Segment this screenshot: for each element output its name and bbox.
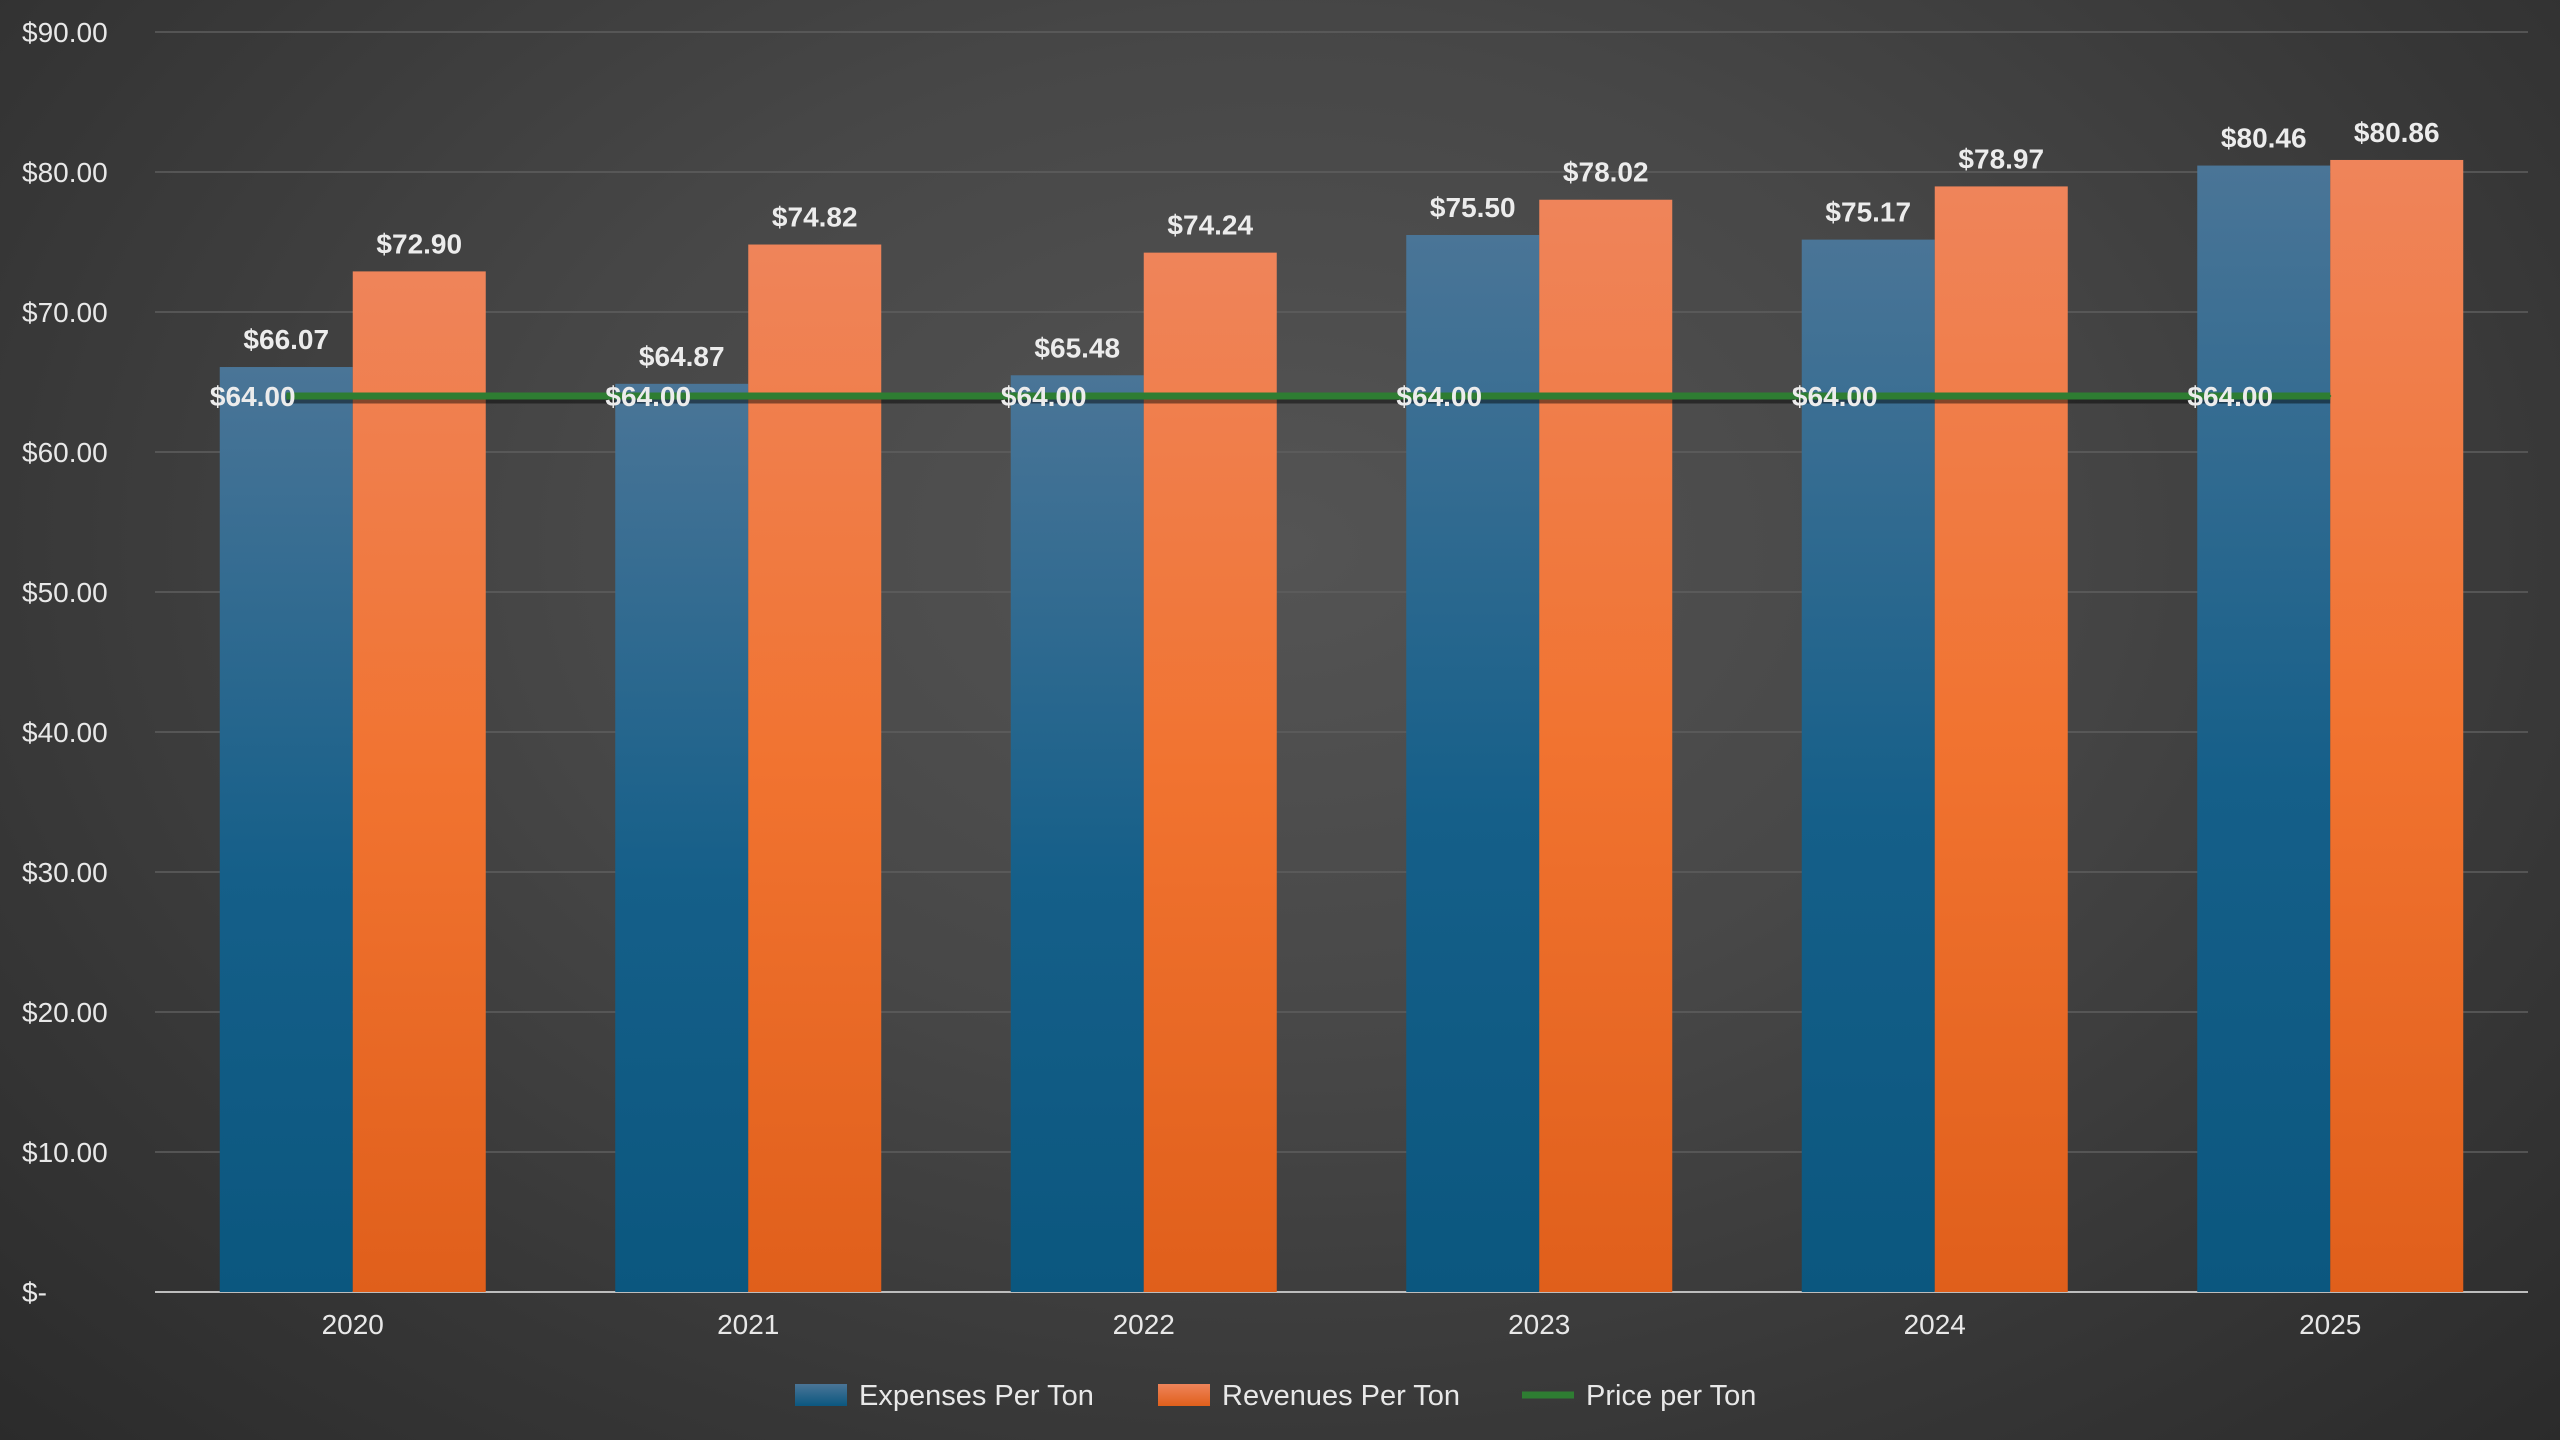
bar-revenues-2021	[748, 244, 882, 1292]
bar-revenues-2023	[1539, 199, 1673, 1293]
bar-revenues-2024	[1934, 186, 2068, 1292]
data-label-price-2024: $64.00	[1792, 381, 1878, 412]
data-label-revenues-2023: $78.02	[1563, 157, 1649, 188]
data-label-expenses-2022: $65.48	[1034, 332, 1120, 363]
y-tick-label: $60.00	[22, 437, 108, 468]
data-label-price-2020: $64.00	[210, 381, 296, 412]
y-axis-tick-labels: $- $10.00 $20.00 $30.00 $40.00 $50.00 $60.00 $7…	[22, 17, 108, 1308]
data-label-expenses-2023: $75.50	[1430, 192, 1516, 223]
data-label-revenues-2022: $74.24	[1167, 210, 1253, 241]
y-tick-label: $90.00	[22, 17, 108, 48]
x-tick-label-2020: 2020	[322, 1309, 384, 1340]
data-label-price-2021: $64.00	[605, 381, 691, 412]
legend: Expenses Per Ton Revenues Per Ton Price pe…	[795, 1380, 1756, 1412]
data-label-price-2025: $64.00	[2187, 381, 2273, 412]
gridlines	[155, 31, 2528, 1293]
bar-revenues-2020	[352, 271, 486, 1292]
x-tick-label-2022: 2022	[1113, 1309, 1175, 1340]
bar-expenses-2020	[219, 367, 353, 1292]
data-labels: $66.07 $72.90 $64.87 $74.82 $65.48 $74.24 $75.…	[210, 117, 2440, 412]
bar-expenses-2024	[1801, 239, 1935, 1292]
y-tick-label: $-	[22, 1277, 47, 1308]
bars	[219, 159, 2464, 1293]
y-tick-label: $70.00	[22, 297, 108, 328]
bar-revenues-2022	[1143, 252, 1277, 1292]
bar-expenses-2025	[2197, 165, 2331, 1292]
x-tick-label-2025: 2025	[2299, 1309, 2361, 1340]
data-label-revenues-2020: $72.90	[376, 228, 462, 259]
data-label-revenues-2021: $74.82	[772, 202, 858, 233]
price-point-2024	[1933, 395, 1936, 397]
data-label-revenues-2025: $80.86	[2354, 117, 2440, 148]
x-axis-tick-labels: 2020 2021 2022 2023 2024 2025	[322, 1309, 2362, 1340]
legend-swatch-expenses-per-ton	[795, 1384, 847, 1406]
data-label-expenses-2020: $66.07	[243, 324, 329, 355]
x-tick-label-2021: 2021	[717, 1309, 779, 1340]
y-tick-label: $50.00	[22, 577, 108, 608]
price-point-2022	[1142, 395, 1145, 397]
bar-expenses-2022	[1010, 375, 1144, 1292]
legend-label-revenues-per-ton: Revenues Per Ton	[1222, 1380, 1460, 1412]
legend-swatch-revenues-per-ton	[1158, 1384, 1210, 1406]
data-label-expenses-2025: $80.46	[2221, 123, 2307, 154]
y-tick-label: $80.00	[22, 157, 108, 188]
price-point-2023	[1538, 395, 1541, 397]
data-label-expenses-2021: $64.87	[639, 341, 725, 372]
data-label-expenses-2024: $75.17	[1825, 197, 1911, 228]
x-tick-label-2023: 2023	[1508, 1309, 1570, 1340]
bar-expenses-2021	[615, 383, 749, 1292]
data-label-revenues-2024: $78.97	[1958, 143, 2044, 174]
y-tick-label: $20.00	[22, 997, 108, 1028]
data-label-price-2023: $64.00	[1396, 381, 1482, 412]
price-point-2021	[747, 395, 750, 397]
price-line-layer	[286, 392, 2332, 404]
bar-expenses-2023	[1406, 235, 1540, 1292]
y-tick-label: $30.00	[22, 857, 108, 888]
y-tick-label: $10.00	[22, 1137, 108, 1168]
data-label-price-2022: $64.00	[1001, 381, 1087, 412]
price-point-2020	[351, 395, 354, 397]
bar-revenues-2025	[2330, 159, 2464, 1293]
legend-label-price-per-ton: Price per Ton	[1586, 1380, 1756, 1412]
y-tick-label: $40.00	[22, 717, 108, 748]
x-tick-label-2024: 2024	[1904, 1309, 1966, 1340]
price-point-2025	[2329, 395, 2332, 397]
legend-label-expenses-per-ton: Expenses Per Ton	[859, 1380, 1094, 1412]
